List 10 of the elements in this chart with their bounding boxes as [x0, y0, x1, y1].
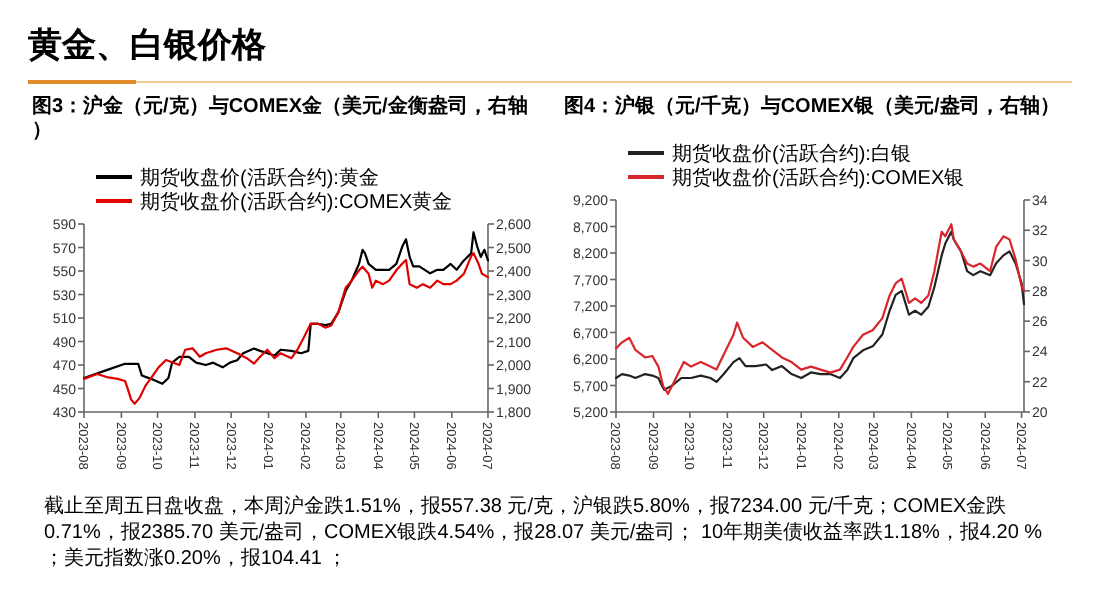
chart-title: 图4：沪银（元/千克）与COMEX银（美元/盎司，右轴）: [564, 94, 1060, 118]
legend-label: 期货收盘价(活跃合约):COMEX黄金: [140, 190, 453, 214]
legend-label: 期货收盘价(活跃合约):白银: [672, 142, 911, 166]
legend-label: 期货收盘价(活跃合约):COMEX银: [672, 166, 965, 190]
text: 黄金、白银价格: [26, 26, 268, 64]
line-series: [82, 231, 490, 385]
line-series: [82, 252, 490, 405]
text: 截止至周五日盘收盘，本周沪金跌1.51%，报557.38 元/克，沪银跌5.80%，报7234.00 元/千克；COMEX金跌0.71%，报2385.70 美元/盎司，COMEX银跌4.54%，报28.07 美元/盎司； 10年期美债收益率跌1.18%，报4.20 %；美元指数涨0.20%，报104.41 ；: [44, 494, 1043, 570]
legend-label: 期货收盘价(活跃合约):黄金: [140, 166, 379, 190]
chart-title: 图3：沪金（元/克）与COMEX金（美元/金衡盎司，右轴）: [32, 94, 528, 142]
